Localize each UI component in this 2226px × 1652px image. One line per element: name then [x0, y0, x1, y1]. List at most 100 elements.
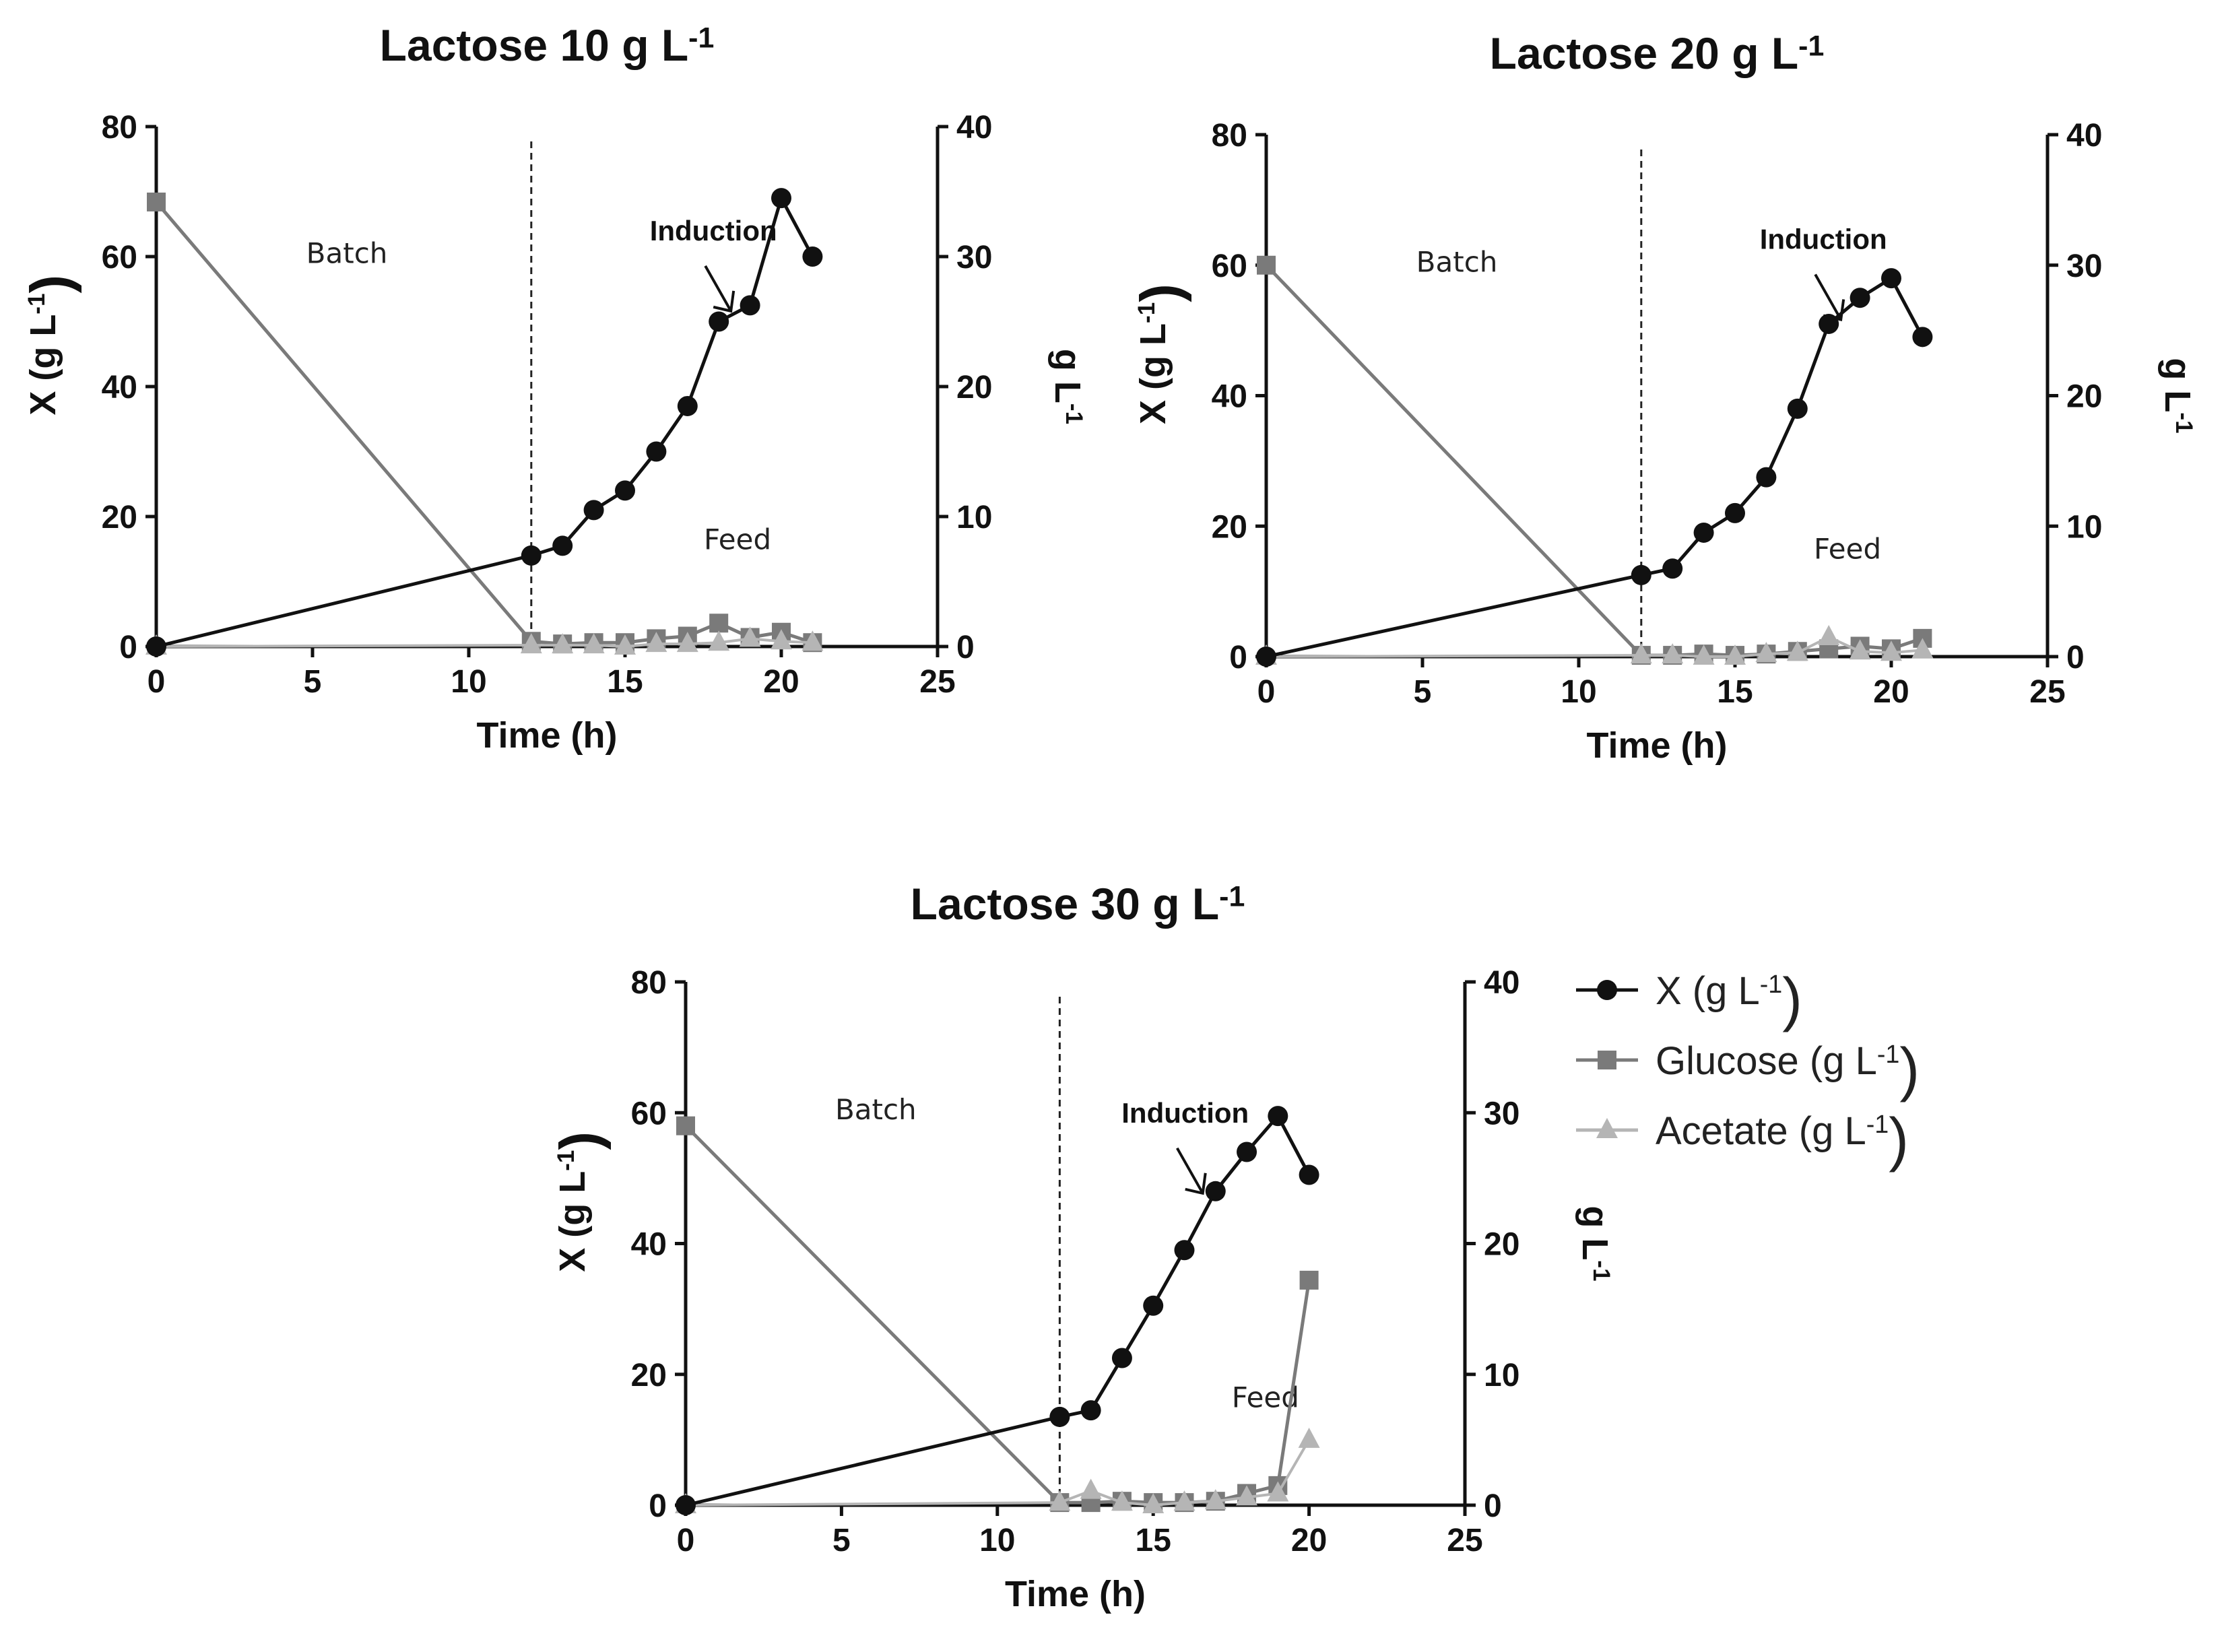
- y-tick-label-left: 20: [102, 500, 137, 535]
- y-axis-label-right-sup: -1: [1588, 1260, 1614, 1281]
- biomass-point: [1662, 558, 1683, 579]
- glucose-point: [1257, 255, 1276, 275]
- biomass-point: [1881, 268, 1901, 289]
- biomass-point: [677, 395, 698, 416]
- series-acetate: [1255, 624, 1934, 665]
- y-axis-label-left: X (g L-1): [1130, 284, 1192, 424]
- x-tick-label: 0: [148, 664, 166, 700]
- biomass-point: [1787, 398, 1808, 419]
- acetate-point: [1662, 643, 1684, 664]
- y-tick-label-left: 40: [102, 370, 137, 405]
- y-axis-label-left-sup: -1: [1134, 302, 1160, 323]
- acetate-point: [1786, 640, 1808, 661]
- y-axis-label-left: X (g L-1): [20, 275, 82, 416]
- acetate-point: [1630, 643, 1652, 664]
- legend-label-sup: -1: [1877, 1040, 1900, 1068]
- y-tick-label-right: 40: [1484, 965, 1519, 1001]
- induction-arrow: [1814, 273, 1845, 321]
- feed-label: Feed: [704, 523, 771, 556]
- biomass-point: [146, 636, 166, 657]
- y-tick-label-right: 30: [2066, 249, 2102, 284]
- y-tick-label-right: 10: [2066, 509, 2102, 545]
- biomass-point: [552, 535, 573, 556]
- y-tick-label-right: 0: [2066, 640, 2085, 675]
- y-tick-label-right: 0: [1484, 1488, 1502, 1524]
- glucose-point: [147, 192, 166, 211]
- legend-label-sup: -1: [1760, 970, 1783, 998]
- glucose-point: [676, 1116, 695, 1135]
- legend-marker: [1596, 1118, 1618, 1138]
- biomass-point: [1174, 1240, 1195, 1261]
- x-tick-label: 5: [832, 1523, 851, 1558]
- legend-label-tail: ): [1782, 965, 1802, 1032]
- biomass-point: [1756, 467, 1777, 488]
- biomass-point: [521, 545, 542, 566]
- x-tick-label: 25: [1447, 1523, 1482, 1558]
- series-biomass: [676, 1106, 1319, 1515]
- y-axis-label-left-base: X (g L: [552, 1171, 593, 1272]
- y-tick-label-left: 40: [631, 1227, 667, 1263]
- y-axis-label-left-sup: -1: [553, 1150, 579, 1171]
- induction-arrow-shaft: [1814, 273, 1842, 321]
- y-axis-label-left-tail: ): [20, 275, 82, 294]
- acetate-point: [1911, 638, 1934, 659]
- batch-label: Batch: [1416, 245, 1498, 278]
- x-tick-label: 20: [1291, 1523, 1327, 1558]
- x-axis-label: Time (h): [1586, 725, 1727, 766]
- x-tick-label: 10: [1561, 674, 1596, 710]
- y-tick-label-right: 40: [956, 110, 992, 145]
- legend-label-sup: -1: [1866, 1110, 1889, 1138]
- legend-item-biomass: X (g L-1): [1576, 965, 1802, 1032]
- biomass-point: [740, 295, 760, 316]
- chart-title-sup: -1: [1798, 30, 1824, 63]
- y-tick-label-right: 20: [2066, 379, 2102, 415]
- x-tick-label: 0: [677, 1523, 695, 1558]
- chart-title: Lactose 30 g L-1: [911, 879, 1245, 929]
- legend-label-tail: ): [1899, 1035, 1920, 1102]
- biomass-point: [1849, 288, 1870, 308]
- y-axis-label-left: X (g L-1): [549, 1131, 612, 1272]
- biomass-point: [802, 246, 823, 267]
- feed-label: Feed: [1814, 533, 1881, 566]
- x-tick-label: 5: [1414, 674, 1432, 710]
- y-axis-label-left-sup: -1: [24, 293, 50, 314]
- biomass-line: [685, 1113, 1311, 1507]
- y-tick-label-left: 20: [1212, 509, 1247, 545]
- biomass-point: [1111, 1348, 1132, 1368]
- biomass-point: [709, 311, 729, 332]
- glucose-point: [1299, 1270, 1319, 1290]
- biomass-point: [1725, 502, 1745, 523]
- acetate-point: [1049, 1490, 1071, 1511]
- acetate-point: [801, 630, 824, 651]
- y-tick-label-right: 10: [1484, 1358, 1519, 1393]
- chart-title-sup: -1: [688, 22, 714, 55]
- acetate-point: [1236, 1485, 1258, 1506]
- biomass-point: [646, 441, 667, 462]
- chart-title-sup: -1: [1219, 881, 1245, 913]
- biomass-point: [583, 500, 604, 521]
- acetate-point: [739, 626, 761, 647]
- acetate-point: [645, 632, 667, 653]
- legend-marker: [1598, 1051, 1616, 1069]
- chart-title: Lactose 10 g L-1: [380, 20, 715, 70]
- y-tick-label-right: 40: [2066, 118, 2102, 154]
- acetate-point: [1818, 624, 1840, 645]
- induction-arrow-shaft: [1175, 1147, 1204, 1194]
- y-axis-label-left-tail: ): [1130, 284, 1192, 302]
- y-tick-label-left: 0: [649, 1488, 667, 1524]
- y-axis-label-left-tail: ): [549, 1131, 612, 1150]
- series-glucose: [676, 1116, 1319, 1513]
- biomass-point: [1299, 1164, 1319, 1185]
- acetate-point: [1111, 1490, 1133, 1511]
- y-axis-label-right: g L-1: [1047, 349, 1088, 424]
- series-glucose: [147, 192, 822, 654]
- induction-arrow: [704, 265, 735, 313]
- chart-title-base: Lactose 30 g L: [911, 879, 1220, 929]
- biomass-point: [1819, 313, 1839, 334]
- acetate-point: [1204, 1489, 1226, 1510]
- biomass-point: [1205, 1181, 1226, 1201]
- acetate-point: [1880, 640, 1902, 661]
- y-tick-label-right: 10: [956, 500, 992, 535]
- chart-panel-1: Lactose 10 g L-10 5 10 15 20 2502040608001020…: [20, 20, 1088, 756]
